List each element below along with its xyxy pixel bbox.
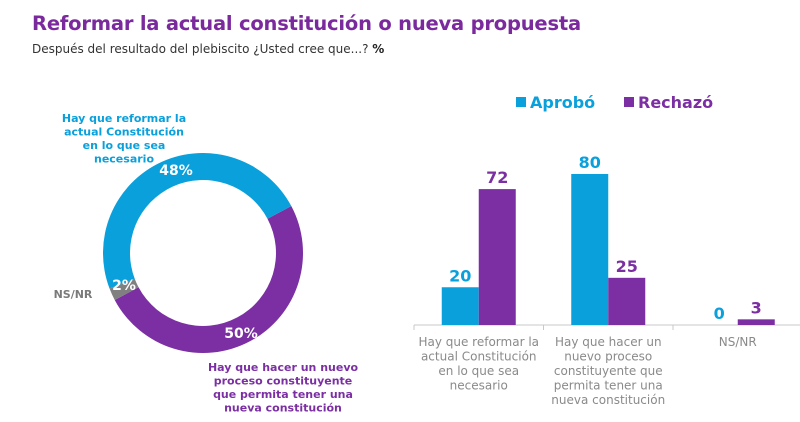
x-tick-label: Hay que reformar la — [418, 335, 539, 349]
legend-swatch — [516, 97, 526, 107]
legend-label: Rechazó — [638, 93, 713, 112]
x-tick-label: Hay que hacer un — [555, 335, 662, 349]
donut-slice — [114, 206, 304, 353]
bar-value-label: 3 — [751, 298, 762, 317]
donut-value-label: 48% — [159, 163, 193, 179]
legend-swatch — [624, 97, 634, 107]
donut-value-label: 50% — [224, 326, 258, 342]
x-tick-label: constituyente que — [554, 364, 663, 378]
chart-subtitle: Después del resultado del plebiscito ¿Us… — [32, 42, 384, 56]
subtitle-unit: % — [372, 42, 385, 56]
bar-value-label: 20 — [449, 266, 471, 285]
x-tick-label: necesario — [450, 379, 508, 393]
legend-label: Aprobó — [530, 93, 595, 112]
donut-slice — [102, 152, 292, 289]
bar — [608, 277, 646, 325]
subtitle-text: Después del resultado del plebiscito ¿Us… — [32, 42, 369, 56]
donut-category-label: nueva constitución — [224, 402, 342, 415]
donut-value-label: 2% — [112, 278, 136, 294]
x-tick-label: nueva constitución — [551, 393, 665, 407]
donut-slice — [109, 278, 139, 300]
bar-chart: Aprobó Rechazó 20 72 Hay que reformar laactu… — [413, 93, 800, 407]
x-tick-label: NS/NR — [719, 335, 757, 349]
x-tick-label: nuevo proceso — [564, 350, 652, 364]
donut-category-label: necesario — [94, 153, 154, 166]
x-tick-label: actual Constitución — [421, 350, 537, 364]
bar-value-label: 80 — [579, 153, 601, 172]
bar-value-label: 0 — [714, 304, 725, 323]
donut-category-label: actual Constitución — [64, 126, 184, 139]
donut-category-label: que permita tener una — [213, 388, 353, 401]
bar — [478, 189, 516, 325]
x-tick-label: en lo que sea — [438, 364, 519, 378]
bar — [441, 287, 479, 325]
bar — [737, 319, 775, 325]
donut-category-label: en lo que sea — [83, 139, 166, 152]
donut-category-label: Hay que hacer un nuevo — [208, 361, 359, 374]
bar-value-label: 72 — [486, 168, 508, 187]
x-tick-label: permita tener una — [554, 379, 663, 393]
donut-category-label: Hay que reformar la — [62, 112, 186, 125]
bar-value-label: 25 — [616, 257, 638, 276]
bar — [571, 174, 609, 325]
donut-category-label: proceso constituyente — [214, 375, 353, 388]
chart-title: Reformar la actual constitución o nueva … — [32, 12, 581, 35]
donut-category-label: NS/NR — [54, 288, 93, 301]
